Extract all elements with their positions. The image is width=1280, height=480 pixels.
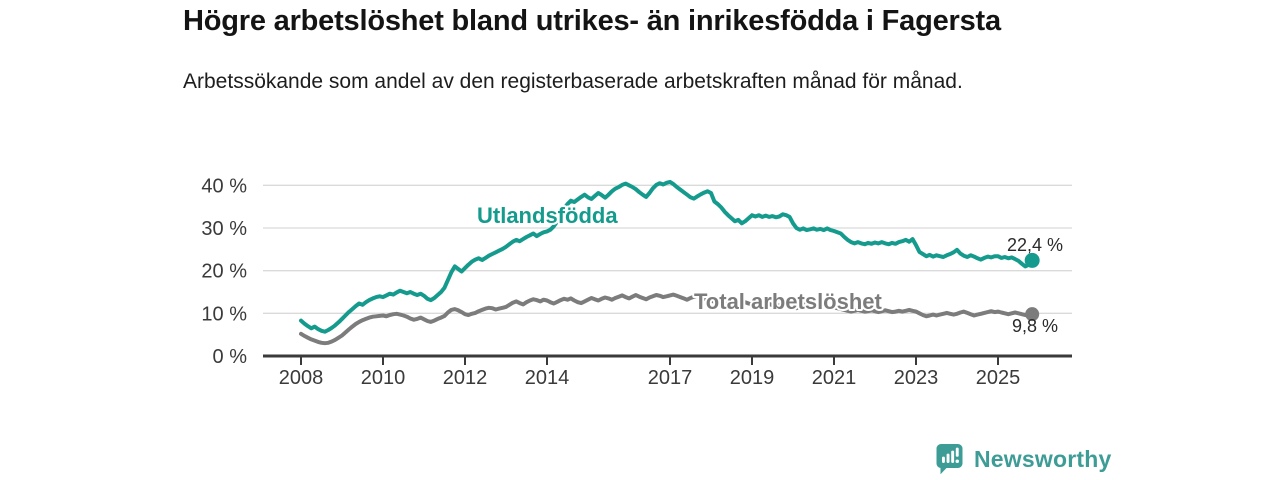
x-tick-label-2012: 2012 bbox=[443, 367, 488, 389]
x-tick-label-2014: 2014 bbox=[525, 367, 570, 389]
newsworthy-logo-icon bbox=[936, 444, 963, 475]
y-tick-label-20: 20 % bbox=[201, 261, 247, 283]
x-tick-label-2017: 2017 bbox=[648, 367, 693, 389]
plot-area: 0 % 10 % 20 % 30 % 40 % 2008 2010 2012 2014 2017 2… bbox=[201, 175, 1072, 389]
series-line-total-arbetsloshet bbox=[299, 292, 1035, 346]
series-end-dot-utlandsfodda bbox=[1024, 252, 1040, 268]
y-tick-label-10: 10 % bbox=[201, 303, 247, 325]
logo-exclamation-dot bbox=[955, 459, 959, 463]
x-tick-label-2019: 2019 bbox=[730, 367, 775, 389]
x-tick-label-2008: 2008 bbox=[279, 367, 324, 389]
x-tick-label-2021: 2021 bbox=[812, 367, 857, 389]
chart-title: Högre arbetslöshet bland utrikes- än inr… bbox=[183, 5, 1001, 37]
newsworthy-brand: Newsworthy bbox=[936, 443, 1111, 475]
x-tick-label-2023: 2023 bbox=[894, 367, 939, 389]
series-end-dot-total-arbetsloshet bbox=[1025, 307, 1040, 322]
chart-subtitle: Arbetssökande som andel av den registerb… bbox=[183, 70, 963, 93]
y-tick-label-40: 40 % bbox=[201, 175, 247, 197]
x-tick-label-2025: 2025 bbox=[976, 367, 1021, 389]
y-tick-label-0: 0 % bbox=[213, 346, 248, 368]
series-label-utlandsfodda: Utlandsfödda bbox=[477, 203, 618, 228]
series-label-total-arbetsloshet: Total arbetslöshet bbox=[694, 289, 883, 314]
y-tick-label-30: 30 % bbox=[201, 218, 247, 240]
series-line-utlandsfodda bbox=[299, 179, 1035, 334]
logo-bar-3 bbox=[951, 450, 955, 463]
x-tick-label-2010: 2010 bbox=[361, 367, 406, 389]
logo-bar-2 bbox=[946, 453, 950, 463]
chart-annotations: Utlandsfödda Total arbetslöshet 22,4 % 9… bbox=[475, 201, 1063, 336]
logo-exclamation-bar bbox=[955, 447, 959, 457]
logo-bar-1 bbox=[942, 456, 945, 463]
end-value-label-total-arbetsloshet: 9,8 % bbox=[1012, 316, 1058, 336]
end-value-label-utlandsfodda: 22,4 % bbox=[1007, 235, 1063, 255]
brand-name: Newsworthy bbox=[974, 445, 1112, 472]
